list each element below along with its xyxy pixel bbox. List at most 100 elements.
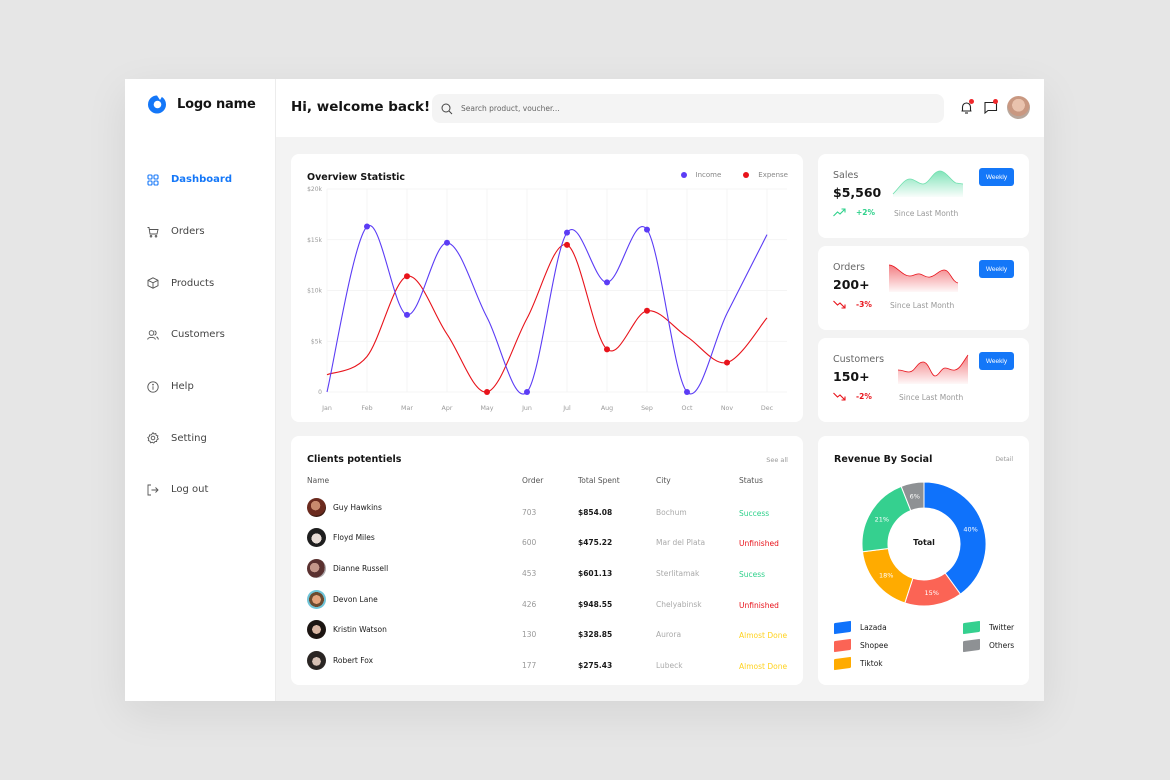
sidebar-item-logout[interactable]: Log out [147, 464, 232, 516]
svg-text:Aug: Aug [601, 405, 613, 412]
table-row[interactable]: Kristin Watson 130 $328.85 Aurora Almost… [291, 620, 803, 650]
status-badge: Unfinished [739, 539, 779, 548]
page-title: Hi, welcome back! [291, 99, 431, 115]
dashboard-window: Logo name Dashboard Orders Products Cust… [125, 79, 1044, 701]
table-row[interactable]: Guy Hawkins 703 $854.08 Bochum Success [291, 498, 803, 528]
stat-value: 150+ [833, 369, 870, 384]
logo[interactable]: Logo name [147, 94, 256, 114]
logo-icon [148, 95, 166, 114]
table-row[interactable]: Devon Lane 426 $948.55 Chelyabinsk Unfin… [291, 590, 803, 620]
svg-text:21%: 21% [875, 516, 889, 524]
legend-lazada[interactable]: Lazada [834, 620, 887, 635]
client-spent: $854.08 [578, 508, 613, 517]
client-name: Robert Fox [333, 656, 374, 665]
legend-twitter[interactable]: Twitter [963, 620, 1014, 635]
status-badge: Sucess [739, 570, 766, 579]
client-order: 703 [522, 508, 537, 517]
revenue-by-social-card: Revenue By Social Detail 40% 15% 18% 21% 6% … [818, 436, 1029, 685]
clients-table-card: Clients potentiels See all Name Order To… [291, 436, 803, 685]
svg-text:6%: 6% [910, 492, 920, 500]
client-name: Kristin Watson [333, 625, 387, 634]
customers-sparkline [897, 354, 969, 384]
twitter-swatch [963, 620, 980, 635]
sidebar-nav: Dashboard Orders Products Customers Help… [147, 154, 232, 516]
stat-trend: +2% [833, 208, 875, 217]
sidebar-item-label: Products [171, 277, 215, 289]
client-order: 130 [522, 630, 537, 639]
clients-title: Clients potentiels [307, 454, 402, 465]
messages-button[interactable] [983, 99, 998, 115]
box-icon [147, 277, 159, 289]
svg-text:40%: 40% [963, 525, 977, 533]
svg-text:Jul: Jul [562, 405, 571, 412]
svg-text:Apr: Apr [442, 405, 453, 412]
sidebar-item-label: Orders [171, 226, 205, 238]
search-bar[interactable] [432, 94, 944, 123]
svg-text:Jun: Jun [521, 405, 532, 412]
legend-income[interactable]: Income [680, 171, 721, 179]
sidebar-item-label: Customers [171, 329, 225, 341]
sidebar-item-customers[interactable]: Customers [147, 309, 232, 361]
client-order: 177 [522, 661, 537, 670]
svg-text:$20k: $20k [307, 186, 322, 193]
notification-button[interactable] [959, 99, 974, 115]
trend-up-icon [833, 208, 846, 217]
client-avatar [307, 528, 326, 547]
column-header-status: Status [739, 476, 763, 485]
shopee-swatch [834, 638, 851, 653]
cart-icon [147, 226, 159, 238]
svg-text:$15k: $15k [307, 237, 322, 244]
overview-chart-card: Overview Statistic Income Expense $20k $1… [291, 154, 803, 422]
svg-text:$10k: $10k [307, 288, 322, 295]
client-avatar [307, 559, 326, 578]
sidebar-item-help[interactable]: Help [147, 361, 232, 413]
client-city: Aurora [656, 630, 682, 639]
weekly-button[interactable]: Weekly [979, 168, 1014, 186]
donut-center-label: Total [913, 538, 935, 547]
column-header-city: City [656, 476, 671, 485]
legend-tiktok[interactable]: Tiktok [834, 656, 883, 671]
client-spent: $275.43 [578, 661, 613, 670]
users-icon [147, 330, 159, 340]
svg-text:0: 0 [318, 389, 322, 396]
client-avatar [307, 498, 326, 517]
status-badge: Almost Done [739, 631, 788, 640]
donut-segment-lazada[interactable] [923, 481, 987, 595]
legend-others[interactable]: Others [963, 638, 1014, 653]
svg-text:$5k: $5k [311, 338, 323, 345]
client-city: Lubeck [656, 661, 683, 670]
detail-link[interactable]: Detail [995, 456, 1013, 463]
column-header-total-spent: Total Spent [578, 476, 620, 485]
donut-chart: 40% 15% 18% 21% 6% [861, 481, 987, 607]
stat-since: Since Last Month [890, 301, 955, 310]
lazada-swatch [834, 620, 851, 635]
overview-title: Overview Statistic [307, 172, 406, 183]
user-avatar[interactable] [1007, 96, 1030, 119]
line-chart: $20k $15k $10k $5k 0 Jan Feb Mar Apr May Jun Jul Aug… [307, 186, 787, 412]
sidebar-item-products[interactable]: Products [147, 257, 232, 309]
svg-text:15%: 15% [924, 589, 938, 597]
svg-text:Dec: Dec [761, 405, 774, 412]
donut-segment-others[interactable] [900, 481, 925, 512]
table-row[interactable]: Robert Fox 177 $275.43 Lubeck Almost Don… [291, 651, 803, 681]
others-swatch [963, 638, 980, 653]
sidebar-item-setting[interactable]: Setting [147, 412, 232, 464]
stat-trend: -2% [833, 392, 872, 401]
weekly-button[interactable]: Weekly [979, 352, 1014, 370]
table-row[interactable]: Floyd Miles 600 $475.22 Mar del Plata Un… [291, 528, 803, 558]
legend-expense[interactable]: Expense [743, 171, 788, 179]
svg-text:Jan: Jan [321, 405, 332, 412]
legend-shopee[interactable]: Shopee [834, 638, 888, 653]
see-all-link[interactable]: See all [766, 456, 788, 464]
grid-icon [147, 174, 159, 186]
client-avatar [307, 651, 326, 670]
sidebar-item-dashboard[interactable]: Dashboard [147, 154, 232, 206]
sidebar: Logo name Dashboard Orders Products Cust… [125, 79, 276, 701]
search-input[interactable] [461, 104, 901, 113]
client-name: Guy Hawkins [333, 503, 382, 512]
sidebar-item-orders[interactable]: Orders [147, 206, 232, 258]
table-row[interactable]: Dianne Russell 453 $601.13 Sterlitamak S… [291, 559, 803, 589]
weekly-button[interactable]: Weekly [979, 260, 1014, 278]
stat-trend: -3% [833, 300, 872, 309]
stat-label: Sales [833, 170, 859, 181]
